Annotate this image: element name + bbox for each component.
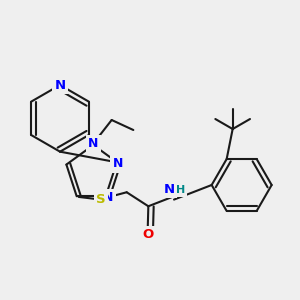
Text: N: N: [103, 191, 113, 204]
Text: N: N: [112, 158, 123, 170]
Text: S: S: [96, 193, 106, 206]
Text: N: N: [88, 137, 98, 150]
Text: N: N: [54, 79, 66, 92]
Text: O: O: [142, 228, 153, 241]
Text: H: H: [176, 184, 185, 195]
Text: N: N: [164, 183, 175, 196]
